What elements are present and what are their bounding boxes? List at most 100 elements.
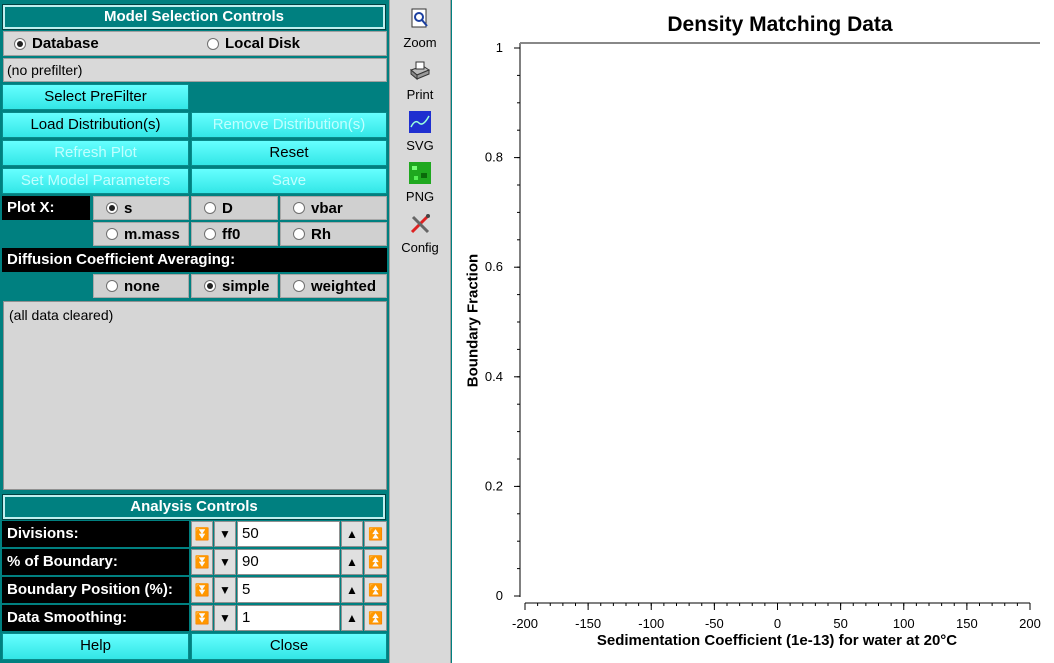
png-tool[interactable]: PNG — [390, 162, 450, 204]
radio-diffusion-simple-indicator — [204, 280, 216, 292]
x-tick-label: -100 — [638, 616, 664, 631]
chart-canvas: 0 0.2 0.4 0.6 0.8 1 -200 -150 -100 -50 0 50 100 150 20… — [485, 40, 1041, 631]
refresh-plot-button[interactable]: Refresh Plot — [2, 140, 189, 166]
data-smoothing-fast-decrement[interactable]: ⏬ — [191, 605, 213, 631]
reset-button[interactable]: Reset — [191, 140, 387, 166]
data-smoothing-fast-increment[interactable]: ⏫ — [364, 605, 387, 631]
x-tick-label: 0 — [774, 616, 781, 631]
print-label: Print — [406, 87, 434, 102]
x-axis-label: Sedimentation Coefficient (1e-13) for wa… — [596, 632, 958, 649]
plot-x-label: Plot X: — [2, 196, 90, 220]
radio-plotx-ff0[interactable]: ff0 — [191, 222, 278, 246]
zoom-tool[interactable]: Zoom — [390, 8, 450, 50]
divisions-label: Divisions: — [2, 521, 189, 547]
boundary-position-label: Boundary Position (%): — [2, 577, 189, 603]
divisions-fast-increment[interactable]: ⏫ — [364, 521, 387, 547]
y-tick-label: 0.8 — [485, 150, 503, 165]
radio-plotx-d[interactable]: D — [191, 196, 278, 220]
percent-boundary-label: % of Boundary: — [2, 549, 189, 575]
boundary-position-fast-increment[interactable]: ⏫ — [364, 577, 387, 603]
radio-diffusion-simple-label: simple — [222, 277, 270, 295]
zoom-label: Zoom — [403, 35, 437, 50]
radio-plotx-rh[interactable]: Rh — [280, 222, 387, 246]
radio-plotx-vbar[interactable]: vbar — [280, 196, 387, 220]
png-icon — [409, 162, 431, 184]
data-smoothing-label: Data Smoothing: — [2, 605, 189, 631]
analysis-controls-header: Analysis Controls — [2, 494, 386, 520]
y-tick-label: 0.2 — [485, 478, 503, 493]
help-button[interactable]: Help — [2, 633, 189, 660]
radio-plotx-d-indicator — [204, 202, 216, 214]
close-button[interactable]: Close — [191, 633, 387, 660]
chart-title: Density Matching Data — [667, 13, 893, 36]
percent-boundary-decrement[interactable]: ▼ — [214, 549, 236, 575]
boundary-position-fast-decrement[interactable]: ⏬ — [191, 577, 213, 603]
data-smoothing-decrement[interactable]: ▼ — [214, 605, 236, 631]
radio-diffusion-weighted-label: weighted — [311, 277, 377, 295]
x-tick-label: -50 — [705, 616, 724, 631]
remove-distributions-button[interactable]: Remove Distribution(s) — [191, 112, 387, 138]
radio-diffusion-weighted[interactable]: weighted — [280, 274, 387, 298]
boundary-position-increment[interactable]: ▲ — [341, 577, 363, 603]
prefilter-display: (no prefilter) — [3, 58, 387, 82]
select-prefilter-button[interactable]: Select PreFilter — [2, 84, 189, 110]
radio-local-disk-label: Local Disk — [225, 35, 301, 52]
radio-plotx-mmass[interactable]: m.mass — [93, 222, 189, 246]
radio-plotx-s[interactable]: s — [93, 196, 189, 220]
svg-tool[interactable]: SVG — [390, 111, 450, 153]
percent-boundary-increment[interactable]: ▲ — [341, 549, 363, 575]
set-model-parameters-button[interactable]: Set Model Parameters — [2, 168, 189, 194]
x-tick-label: 150 — [956, 616, 978, 631]
x-tick-label: 100 — [893, 616, 915, 631]
radio-diffusion-none-indicator — [106, 280, 118, 292]
radio-diffusion-weighted-indicator — [293, 280, 305, 292]
radio-plotx-mmass-indicator — [106, 228, 118, 240]
radio-diffusion-none[interactable]: none — [93, 274, 189, 298]
radio-plotx-s-indicator — [106, 202, 118, 214]
y-tick-label: 0.6 — [485, 259, 503, 274]
radio-local-disk[interactable]: Local Disk — [207, 35, 300, 52]
svg-label: SVG — [406, 138, 434, 153]
config-label: Config — [401, 240, 439, 255]
x-tick-label: -150 — [575, 616, 601, 631]
percent-boundary-fast-increment[interactable]: ⏫ — [364, 549, 387, 575]
radio-plotx-ff0-label: ff0 — [222, 225, 241, 243]
status-text-area[interactable]: (all data cleared) — [3, 301, 387, 490]
data-smoothing-increment[interactable]: ▲ — [341, 605, 363, 631]
radio-plotx-vbar-label: vbar — [311, 199, 343, 217]
boundary-position-field[interactable]: 5 — [237, 577, 340, 603]
percent-boundary-field[interactable]: 90 — [237, 549, 340, 575]
png-label: PNG — [405, 189, 435, 204]
radio-database-indicator — [14, 37, 26, 50]
divisions-field[interactable]: 50 — [237, 521, 340, 547]
plot-panel[interactable]: Density Matching Data Boundary Fraction … — [452, 0, 1054, 663]
divisions-decrement[interactable]: ▼ — [214, 521, 236, 547]
x-tick-label: -200 — [512, 616, 538, 631]
save-button[interactable]: Save — [191, 168, 387, 194]
divisions-increment[interactable]: ▲ — [341, 521, 363, 547]
boundary-position-decrement[interactable]: ▼ — [214, 577, 236, 603]
radio-diffusion-simple[interactable]: simple — [191, 274, 278, 298]
toolbar: Zoom Print SVG PNG Config — [389, 0, 451, 663]
x-tick-label: 50 — [833, 616, 847, 631]
divisions-fast-decrement[interactable]: ⏬ — [191, 521, 213, 547]
config-icon — [410, 214, 430, 234]
radio-plotx-vbar-indicator — [293, 202, 305, 214]
print-icon — [409, 61, 431, 81]
radio-database-label: Database — [32, 35, 99, 52]
radio-plotx-s-label: s — [124, 199, 133, 217]
radio-diffusion-none-label: none — [124, 277, 160, 295]
radio-local-disk-indicator — [207, 37, 219, 50]
radio-plotx-rh-indicator — [293, 228, 305, 240]
config-tool[interactable]: Config — [390, 213, 450, 255]
load-distributions-button[interactable]: Load Distribution(s) — [2, 112, 189, 138]
svg-icon — [409, 111, 431, 133]
status-text: (all data cleared) — [9, 307, 114, 323]
percent-boundary-fast-decrement[interactable]: ⏬ — [191, 549, 213, 575]
radio-database[interactable]: Database — [14, 35, 99, 52]
y-tick-label: 0.4 — [485, 369, 503, 384]
data-smoothing-field[interactable]: 1 — [237, 605, 340, 631]
print-tool[interactable]: Print — [390, 60, 450, 102]
y-tick-label: 0 — [496, 588, 503, 603]
zoom-icon — [411, 8, 428, 28]
